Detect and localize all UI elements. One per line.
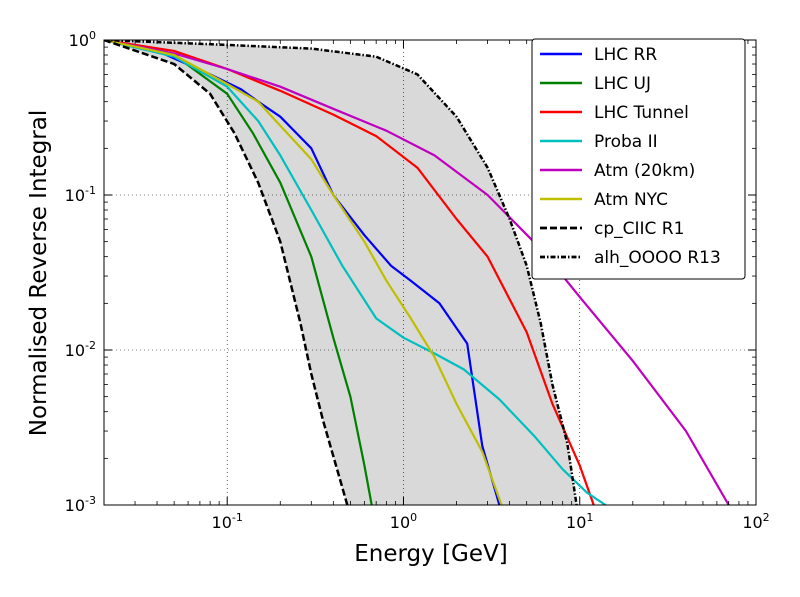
- legend-label: LHC UJ: [594, 74, 651, 94]
- legend-label: LHC Tunnel: [594, 103, 689, 123]
- legend-label: LHC RR: [594, 45, 657, 65]
- envelope-band: [104, 40, 577, 505]
- series-line-cp-ciic-r1: [104, 40, 349, 505]
- y-tick-label: 10-1: [65, 184, 96, 205]
- series-layer: [104, 40, 730, 505]
- series-line-atm-nyc: [104, 40, 503, 505]
- x-tick-label: 10-1: [212, 511, 243, 532]
- x-tick-label: 100: [390, 511, 417, 532]
- legend-label: Atm NYC: [594, 190, 668, 210]
- y-tick-label: 10-3: [65, 494, 96, 515]
- series-line-proba-ii: [104, 40, 607, 505]
- x-axis-title: Energy [GeV]: [354, 541, 508, 567]
- x-tick-label: 101: [566, 511, 593, 532]
- y-tick-label: 100: [69, 29, 96, 50]
- tick-layer: 10-1 100 101 102 100 10-1 10-2 10-3: [65, 29, 770, 532]
- y-tick-label: 10-2: [65, 339, 96, 360]
- series-line-lhc-uj: [104, 40, 373, 505]
- legend-box: [531, 38, 746, 280]
- x-tick-label: 102: [742, 511, 769, 532]
- plot-frame: [103, 39, 757, 506]
- legend: LHC RR LHC UJ LHC Tunnel Proba II Atm (20km)…: [531, 38, 746, 280]
- legend-label: Atm (20km): [594, 161, 695, 181]
- legend-label: alh_OOOO R13: [594, 248, 721, 268]
- series-line-alh-oooo-r13: [104, 40, 578, 505]
- legend-label: Proba II: [594, 132, 658, 152]
- legend-label: cp_CIIC R1: [594, 219, 684, 239]
- series-line-atm-20km: [104, 40, 730, 505]
- envelope-band-layer: [104, 40, 577, 505]
- y-axis-title: Normalised Reverse Integral: [26, 110, 52, 436]
